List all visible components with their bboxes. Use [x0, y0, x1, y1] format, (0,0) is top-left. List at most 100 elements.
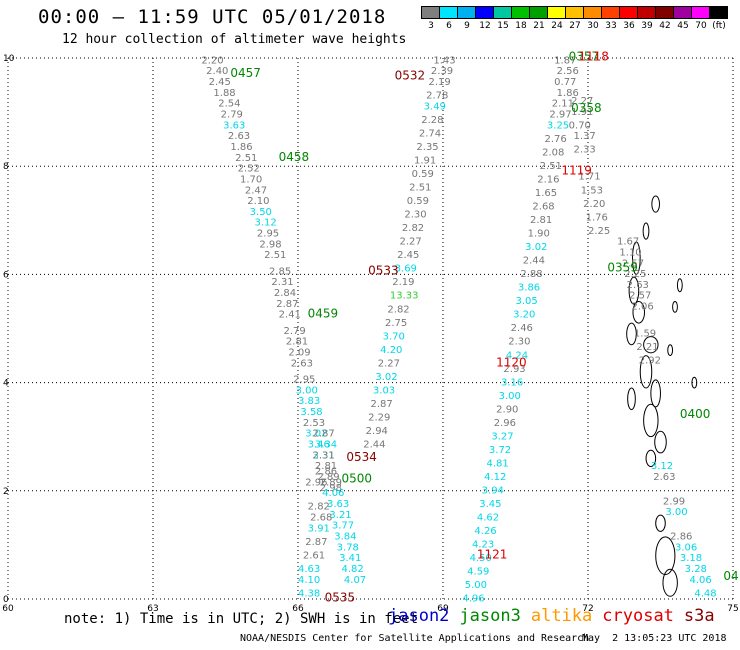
wave-height-label: 1.86: [557, 88, 579, 99]
wave-height-label: 3.02: [375, 372, 397, 383]
wave-height-label: 4.12: [484, 472, 506, 483]
wave-height-label: 2.74: [419, 128, 441, 139]
color-scale-label: 36: [623, 21, 635, 31]
color-scale-label: 42: [659, 21, 671, 31]
wave-height-label: 3.03: [373, 385, 395, 396]
pass-time-label: 04: [723, 569, 738, 583]
wave-height-label: 3.58: [300, 407, 322, 418]
wave-height-label: 2.93: [503, 364, 525, 375]
wave-height-label: 2.61: [303, 550, 325, 561]
wave-height-label: 3.27: [491, 431, 513, 442]
pass-time-label: 1120: [496, 355, 527, 369]
island-outline: [662, 568, 678, 597]
wave-height-label: 3.31: [313, 450, 335, 461]
wave-height-label: 2.79: [221, 110, 243, 121]
y-tick-label: 0: [3, 595, 9, 605]
wave-height-label: 1.43: [433, 55, 455, 66]
pass-time-label: 0458: [279, 150, 310, 164]
wave-height-label: 3.05: [516, 296, 538, 307]
plot-area: [8, 58, 733, 599]
chart-subtitle: 12 hour collection of altimeter wave hei…: [62, 32, 407, 47]
wave-height-label: 3.02: [305, 429, 327, 440]
x-tick-label: 72: [582, 604, 593, 614]
wave-height-label: 1.86: [230, 142, 252, 153]
wave-height-label: 3.46: [308, 440, 330, 451]
color-scale-label: 33: [605, 21, 617, 31]
island-outline: [631, 241, 641, 275]
wave-height-label: 2.51: [264, 250, 286, 261]
color-scale-label: 45: [677, 21, 689, 31]
color-scale-label: 18: [515, 21, 527, 31]
wave-height-label: 4.10: [298, 575, 320, 586]
wave-height-label: 1.65: [535, 188, 557, 199]
wave-height-label: 2.51: [235, 153, 257, 164]
wave-height-label: 1.76: [586, 212, 608, 223]
wave-height-label: 2.89: [317, 472, 339, 483]
wave-height-label: 2.87: [276, 299, 298, 310]
pass-time-label: 0500: [342, 472, 373, 486]
wave-height-label: 2.35: [416, 142, 438, 153]
wave-height-label: 2.99: [663, 496, 685, 507]
island-outline: [676, 278, 683, 293]
wave-height-label: 2.87: [371, 399, 393, 410]
wave-height-label: 2.81: [530, 215, 552, 226]
color-scale-label: 30: [587, 21, 599, 31]
wave-height-label: 2.51: [409, 183, 431, 194]
wave-height-label: 1.88: [213, 88, 235, 99]
wave-height-label: 2.40: [206, 66, 228, 77]
x-tick-label: 69: [437, 604, 449, 614]
x-tick-label: 60: [2, 604, 14, 614]
wave-height-label: 2.27: [378, 358, 400, 369]
wave-height-label: 5.00: [465, 580, 487, 591]
wave-height-label: 2.25: [588, 226, 610, 237]
pass-time-label: 1121: [477, 547, 508, 561]
y-tick-label: 10: [3, 54, 15, 64]
wave-height-label: 1.59: [634, 329, 656, 340]
generated-timestamp: May 2 13:05:23 UTC 2018: [582, 633, 727, 644]
pass-time-label: 0533: [368, 263, 399, 277]
wave-height-label: 1.91: [571, 107, 593, 118]
wave-height-label: 3.83: [298, 396, 320, 407]
color-scale-label: 70: [695, 21, 707, 31]
wave-height-label: 3.78: [337, 542, 359, 553]
wave-height-label: 2.25: [624, 269, 646, 280]
wave-height-label: 3.70: [383, 331, 405, 342]
wave-height-label: 2.54: [218, 99, 240, 110]
color-scale-cells: [421, 6, 728, 19]
legend-item-s3a: s3a: [683, 606, 715, 626]
wave-height-label: 2.51: [540, 161, 562, 172]
wave-height-label: 1.71: [578, 172, 600, 183]
wave-height-label: 2.44: [363, 440, 385, 451]
legend-item-altika: altika: [530, 606, 593, 626]
wave-height-label: 3.45: [479, 499, 501, 510]
island-outline: [643, 403, 659, 438]
wave-height-label: 0.70: [569, 120, 591, 131]
wave-height-label: 13.33: [390, 291, 419, 302]
x-tick-label: 75: [727, 604, 738, 614]
wave-height-label: 4.38: [298, 588, 320, 599]
wave-height-label: 0.59: [412, 169, 434, 180]
color-scale-label: 24: [551, 21, 563, 31]
wave-height-label: 3.20: [513, 310, 535, 321]
satellite-legend: jason2 jason3 altika cryosat s3a: [388, 606, 725, 626]
island-outline: [655, 536, 676, 576]
wave-height-label: 2.19: [392, 277, 414, 288]
wave-height-label: 3.02: [525, 242, 547, 253]
wave-height-label: 2.97: [549, 110, 571, 121]
wave-height-label: 2.41: [279, 310, 301, 321]
wave-height-label: 1.53: [581, 185, 603, 196]
pass-time-label: 0459: [308, 307, 339, 321]
wave-height-label: 1.91: [414, 155, 436, 166]
wave-height-label: 2.27: [400, 237, 422, 248]
wave-height-label: 2.63: [228, 131, 250, 142]
color-scale-cell: [709, 6, 728, 19]
wave-height-label: 4.23: [472, 540, 494, 551]
pass-time-label: 0457: [230, 66, 261, 80]
wave-height-label: 2.20: [201, 55, 223, 66]
y-tick-label: 4: [3, 379, 9, 389]
wave-height-label: 2.46: [511, 323, 533, 334]
wave-height-label: 4.50: [470, 553, 492, 564]
island-outline: [632, 300, 646, 324]
wave-height-label: 2.19: [429, 77, 451, 88]
